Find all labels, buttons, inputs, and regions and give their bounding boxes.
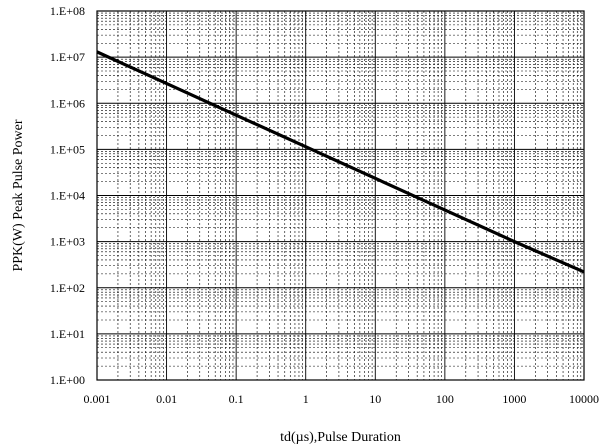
y-tick-label: 1.E+07: [50, 50, 85, 64]
x-tick-label: 100: [436, 392, 454, 406]
y-tick-label: 1.E+05: [50, 142, 85, 156]
y-tick-label: 1.E+03: [50, 235, 85, 249]
y-tick-label: 1.E+00: [50, 373, 85, 387]
x-tick-label: 0.01: [156, 392, 177, 406]
y-tick-label: 1.E+04: [50, 189, 85, 203]
y-tick-label: 1.E+06: [50, 96, 85, 110]
y-tick-labels: 1.E+00 1.E+01 1.E+02 1.E+03 1.E+04 1.E+05 1.E+…: [50, 4, 85, 387]
y-axis-title: PPK(W) Peak Pulse Power: [11, 119, 26, 271]
x-tick-label: 0.001: [84, 392, 111, 406]
x-axis-title: td(µs),Pulse Duration: [280, 430, 401, 445]
series-line-0: [96, 50, 585, 274]
x-tick-label: 10: [369, 392, 381, 406]
x-tick-label: 10000: [569, 392, 599, 406]
series-layer: [96, 50, 585, 274]
x-tick-label: 1000: [502, 392, 526, 406]
x-tick-labels: 0.001 0.01 0.1 1 10 100 1000 10000: [84, 392, 600, 406]
y-tick-label: 1.E+02: [50, 281, 85, 295]
plot-frame: [96, 10, 585, 381]
x-tick-label: 1: [303, 392, 309, 406]
y-tick-label: 1.E+01: [50, 327, 85, 341]
y-tick-label: 1.E+08: [50, 4, 85, 18]
x-tick-label: 0.1: [229, 392, 244, 406]
